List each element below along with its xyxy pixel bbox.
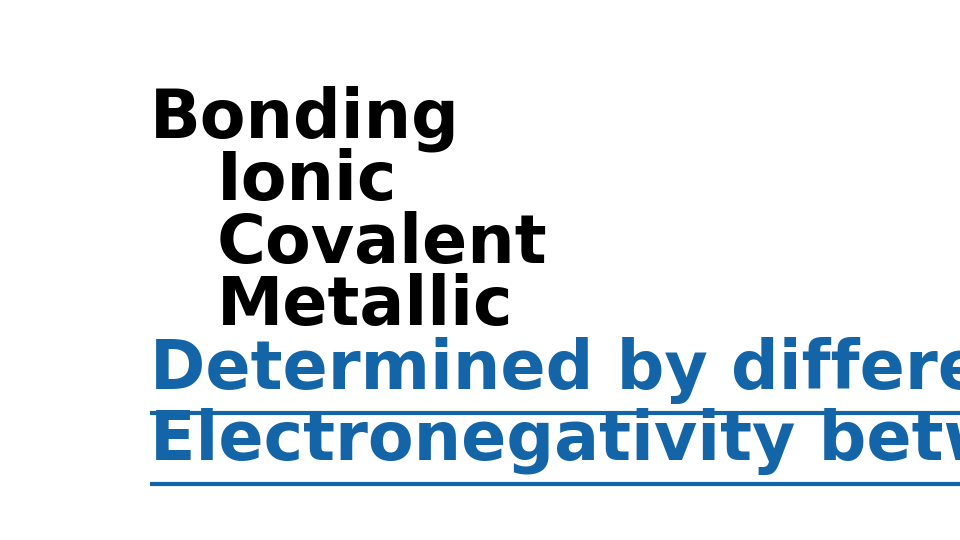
Text: Metallic: Metallic bbox=[217, 273, 514, 339]
Text: Electronegativity between atoms.: Electronegativity between atoms. bbox=[150, 408, 960, 475]
Text: Determined by difference in: Determined by difference in bbox=[150, 337, 960, 404]
Text: Ionic: Ionic bbox=[217, 148, 397, 214]
Text: Bonding: Bonding bbox=[150, 86, 460, 152]
Text: Covalent: Covalent bbox=[217, 211, 547, 276]
